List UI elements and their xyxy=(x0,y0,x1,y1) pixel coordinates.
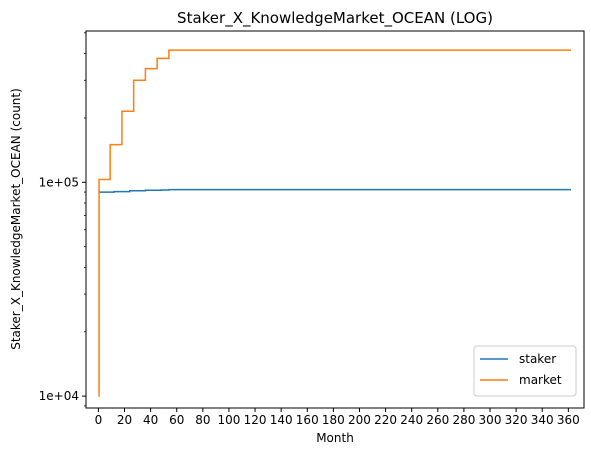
y-tick-label: 1e+05 xyxy=(39,175,79,189)
x-tick-label: 160 xyxy=(296,413,319,427)
x-tick-label: 200 xyxy=(348,413,371,427)
x-axis: 0 20 40 60 80 100 120 140 160 180 200 220 240 260 280 3… xyxy=(95,408,580,427)
axes-frame xyxy=(85,30,585,409)
y-axis: 1e+04 1e+05 xyxy=(39,32,86,407)
y-tick-label: 1e+04 xyxy=(39,389,79,403)
x-tick-label: 240 xyxy=(400,413,423,427)
x-tick-label: 100 xyxy=(217,413,240,427)
legend-label-staker: staker xyxy=(519,352,556,366)
x-tick-label: 300 xyxy=(479,413,502,427)
x-axis-label: Month xyxy=(316,431,354,445)
x-tick-label: 60 xyxy=(169,413,184,427)
x-tick-label: 260 xyxy=(426,413,449,427)
x-tick-label: 80 xyxy=(195,413,210,427)
legend-label-market: market xyxy=(519,373,562,387)
x-tick-label: 120 xyxy=(244,413,267,427)
x-tick-label: 320 xyxy=(505,413,528,427)
x-tick-label: 340 xyxy=(531,413,554,427)
x-tick-label: 0 xyxy=(95,413,103,427)
x-tick-label: 140 xyxy=(270,413,293,427)
legend: staker market xyxy=(473,345,577,397)
series-line-staker xyxy=(98,188,571,193)
series-layer xyxy=(98,49,571,397)
chart-title: Staker_X_KnowledgeMarket_OCEAN (LOG) xyxy=(177,9,493,28)
plot-area xyxy=(98,49,571,397)
x-tick-label: 220 xyxy=(374,413,397,427)
x-tick-label: 180 xyxy=(322,413,345,427)
series-line-market xyxy=(98,49,571,397)
x-tick-label: 280 xyxy=(452,413,475,427)
x-tick-label: 40 xyxy=(143,413,158,427)
x-tick-label: 20 xyxy=(117,413,132,427)
x-tick-label: 360 xyxy=(557,413,580,427)
y-axis-label: Staker_X_KnowledgeMarket_OCEAN (count) xyxy=(9,88,23,350)
